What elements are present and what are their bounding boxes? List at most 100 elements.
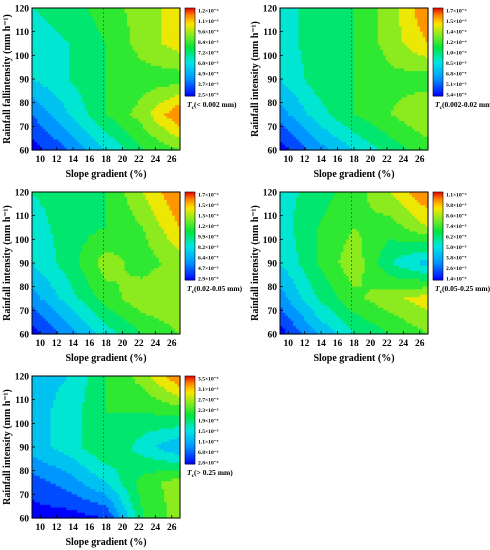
contour-cell <box>319 131 323 135</box>
contour-cell <box>82 144 86 148</box>
contour-cell <box>87 36 91 41</box>
contour-cell <box>74 102 78 106</box>
contour-cell <box>298 136 302 141</box>
contour-cell <box>287 107 292 112</box>
contour-cell <box>301 110 305 114</box>
contour-cell <box>309 52 313 56</box>
contour-cell <box>90 128 94 133</box>
contour-cell <box>92 144 97 148</box>
contour-cell <box>285 126 289 130</box>
contour-cell <box>287 71 292 75</box>
contour-cell <box>156 81 160 85</box>
contour-cell <box>95 63 99 67</box>
contour-cell <box>42 44 46 49</box>
contour-cell <box>37 131 41 135</box>
contour-cell <box>148 21 152 25</box>
contour-cell <box>119 42 123 46</box>
contour-cell <box>79 26 83 30</box>
contour-cell <box>369 60 374 64</box>
contour-cell <box>143 71 147 75</box>
contour-cell <box>124 57 128 62</box>
contour-cell <box>340 115 345 120</box>
contour-cell <box>169 21 173 25</box>
contour-cell <box>335 68 339 72</box>
contour-cell <box>108 47 112 51</box>
contour-cell <box>164 97 168 101</box>
contour-cell <box>45 10 49 14</box>
contour-cell <box>108 23 112 28</box>
contour-cell <box>317 47 321 51</box>
contour-cell <box>306 79 310 83</box>
contour-cell <box>287 44 292 49</box>
contour-cell <box>174 26 178 30</box>
contour-cell <box>34 81 38 85</box>
contour-cell <box>98 107 102 112</box>
contour-cell <box>111 134 115 138</box>
contour-cell <box>332 18 337 22</box>
contour-cell <box>61 18 65 22</box>
contour-cell <box>369 44 374 49</box>
contour-cell <box>330 68 334 72</box>
contour-cell <box>293 71 297 75</box>
contour-cell <box>161 118 165 122</box>
contour-cell <box>100 118 104 122</box>
contour-cell <box>76 144 81 148</box>
contour-cell <box>42 107 46 112</box>
contour-cell <box>113 21 118 25</box>
contour-cell <box>50 134 54 138</box>
contour-cell <box>58 65 62 70</box>
contour-cell <box>330 71 334 75</box>
contour-cell <box>66 92 70 96</box>
contour-cell <box>303 8 308 12</box>
contour-cell <box>98 76 102 80</box>
contour-cell <box>124 84 128 88</box>
contour-cell <box>343 147 347 151</box>
contour-cell <box>351 10 355 14</box>
contour-cell <box>280 79 284 83</box>
contour-cell <box>153 113 157 117</box>
contour-cell <box>327 121 331 125</box>
contour-cell <box>285 110 289 114</box>
contour-cell <box>280 76 284 80</box>
contour-cell <box>287 121 292 125</box>
contour-cell <box>177 89 181 93</box>
contour-cell <box>145 126 149 130</box>
contour-cell <box>161 13 165 17</box>
contour-cell <box>338 50 342 54</box>
contour-cell <box>108 100 112 104</box>
contour-cell <box>106 50 110 54</box>
contour-cell <box>82 39 86 43</box>
contour-cell <box>285 123 289 127</box>
contour-cell <box>82 34 86 38</box>
contour-cell <box>172 10 176 14</box>
contour-cell <box>34 13 38 17</box>
contour-cell <box>351 18 355 22</box>
contour-cell <box>367 86 371 91</box>
contour-cell <box>61 110 65 114</box>
contour-cell <box>95 73 99 77</box>
contour-cell <box>356 39 360 43</box>
contour-cell <box>314 60 318 64</box>
contour-cell <box>359 123 363 127</box>
contour-cell <box>293 52 297 56</box>
contour-cell <box>367 10 371 14</box>
contour-cell <box>47 84 52 88</box>
contour-cell <box>287 131 292 135</box>
contour-cell <box>303 121 308 125</box>
contour-cell <box>55 142 60 146</box>
contour-cell <box>124 115 128 120</box>
contour-cell <box>282 57 286 62</box>
contour-cell <box>58 15 62 20</box>
contour-cell <box>145 100 149 104</box>
contour-cell <box>156 110 160 114</box>
contour-cell <box>322 115 326 120</box>
contour-cell <box>32 97 36 101</box>
contour-cell <box>119 8 123 12</box>
contour-cell <box>335 86 339 91</box>
contour-cell <box>330 60 334 64</box>
contour-cell <box>174 110 178 114</box>
contour-cell <box>285 10 289 14</box>
contour-cell <box>61 144 65 148</box>
colorbar-tick-label: 2.5×10⁻⁵ <box>198 93 219 99</box>
contour-cell <box>121 68 126 72</box>
